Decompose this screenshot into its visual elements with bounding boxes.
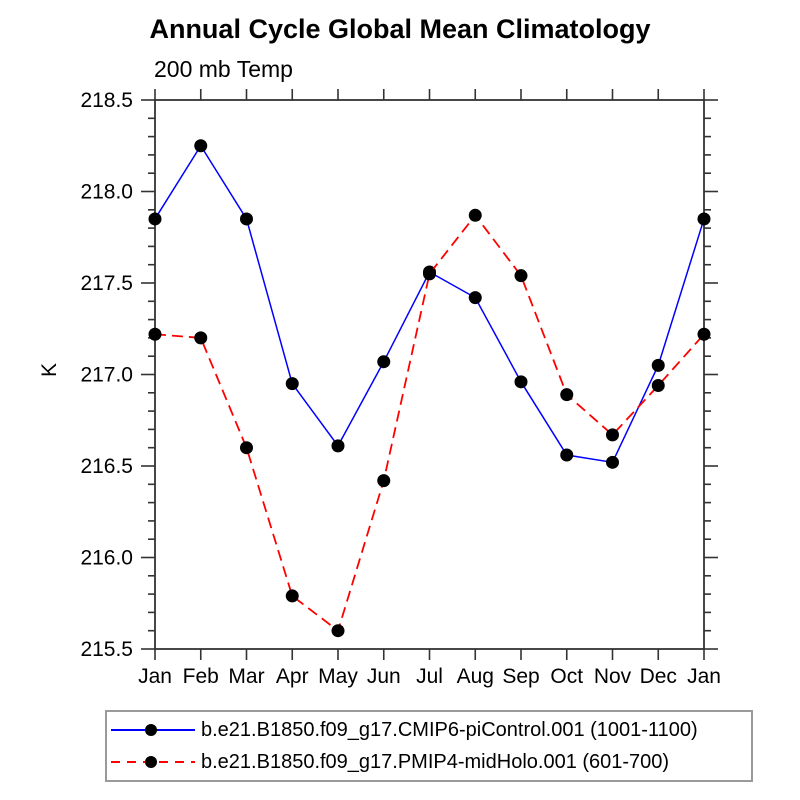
data-point-marker	[697, 327, 711, 341]
series-line	[154, 144, 705, 464]
data-point-marker	[468, 291, 482, 305]
data-point-marker	[148, 327, 162, 341]
x-tick-label: Jan	[687, 665, 721, 688]
x-axis-ticks	[154, 89, 705, 660]
data-point-marker	[240, 441, 253, 455]
legend-label: b.e21.B1850.f09_g17.PMIP4-midHolo.001 (6…	[201, 750, 670, 773]
y-axis-ticks	[141, 99, 718, 650]
x-tick-label: Oct	[550, 665, 583, 688]
y-tick-label: 216.5	[80, 455, 133, 478]
x-tick-label: Jan	[138, 665, 172, 688]
data-point-marker	[194, 139, 208, 153]
data-point-marker	[514, 375, 528, 389]
legend-item: b.e21.B1850.f09_g17.PMIP4-midHolo.001 (6…	[107, 746, 751, 778]
data-point-marker	[606, 455, 619, 469]
data-point-marker	[514, 269, 528, 283]
data-point-marker	[377, 355, 391, 369]
legend-dashed-line-sample	[111, 756, 195, 768]
x-tick-label: Feb	[183, 665, 219, 688]
x-axis-tick-labels: Jan Feb Mar Apr May Jun Jul Aug Sep Oct Nov Dec Jan	[138, 665, 721, 688]
data-point-marker	[560, 448, 574, 462]
data-point-marker	[331, 439, 345, 453]
x-tick-label: Mar	[228, 665, 264, 688]
series-midHolo	[148, 208, 711, 638]
data-point-marker	[468, 208, 482, 222]
y-tick-label: 218.5	[80, 89, 133, 112]
y-tick-label: 217.5	[80, 272, 133, 295]
data-point-marker	[285, 589, 299, 603]
y-axis-tick-labels: 215.5 216.0 216.5 217.0 217.5 218.0 218.5	[80, 89, 133, 661]
y-tick-label: 218.0	[80, 181, 133, 204]
data-point-marker	[651, 378, 665, 392]
y-tick-label: 217.0	[80, 364, 133, 387]
x-tick-label: Jun	[367, 665, 401, 688]
data-point-marker	[560, 388, 574, 402]
x-tick-label: Apr	[276, 665, 309, 688]
x-tick-label: Jul	[416, 665, 443, 688]
data-point-marker	[606, 428, 619, 442]
chart-subtitle: 200 mb Temp	[154, 56, 293, 82]
x-tick-label: Dec	[640, 665, 677, 688]
data-point-marker	[331, 624, 345, 638]
data-point-marker	[697, 212, 711, 226]
data-point-marker	[240, 212, 253, 226]
y-tick-label: 216.0	[80, 547, 133, 570]
x-tick-label: May	[318, 665, 358, 688]
legend-box: b.e21.B1850.f09_g17.CMIP6-piControl.001 …	[105, 710, 753, 782]
data-point-marker	[423, 267, 436, 281]
legend-label: b.e21.B1850.f09_g17.CMIP6-piControl.001 …	[201, 718, 698, 741]
x-tick-label: Nov	[594, 665, 632, 688]
x-tick-label: Sep	[502, 665, 539, 688]
legend-solid-line-sample	[111, 724, 195, 736]
legend-item: b.e21.B1850.f09_g17.CMIP6-piControl.001 …	[107, 714, 751, 746]
data-point-marker	[148, 212, 162, 226]
data-point-marker	[377, 474, 391, 488]
legend-marker-dot	[145, 756, 157, 768]
data-point-marker	[194, 331, 208, 345]
data-point-marker	[285, 377, 299, 391]
plot-frame	[154, 99, 705, 650]
data-point-marker	[651, 358, 665, 372]
x-tick-label: Aug	[457, 665, 494, 688]
legend-marker-dot	[145, 724, 157, 736]
y-tick-label: 215.5	[80, 638, 133, 661]
chart-title: Annual Cycle Global Mean Climatology	[149, 14, 651, 44]
